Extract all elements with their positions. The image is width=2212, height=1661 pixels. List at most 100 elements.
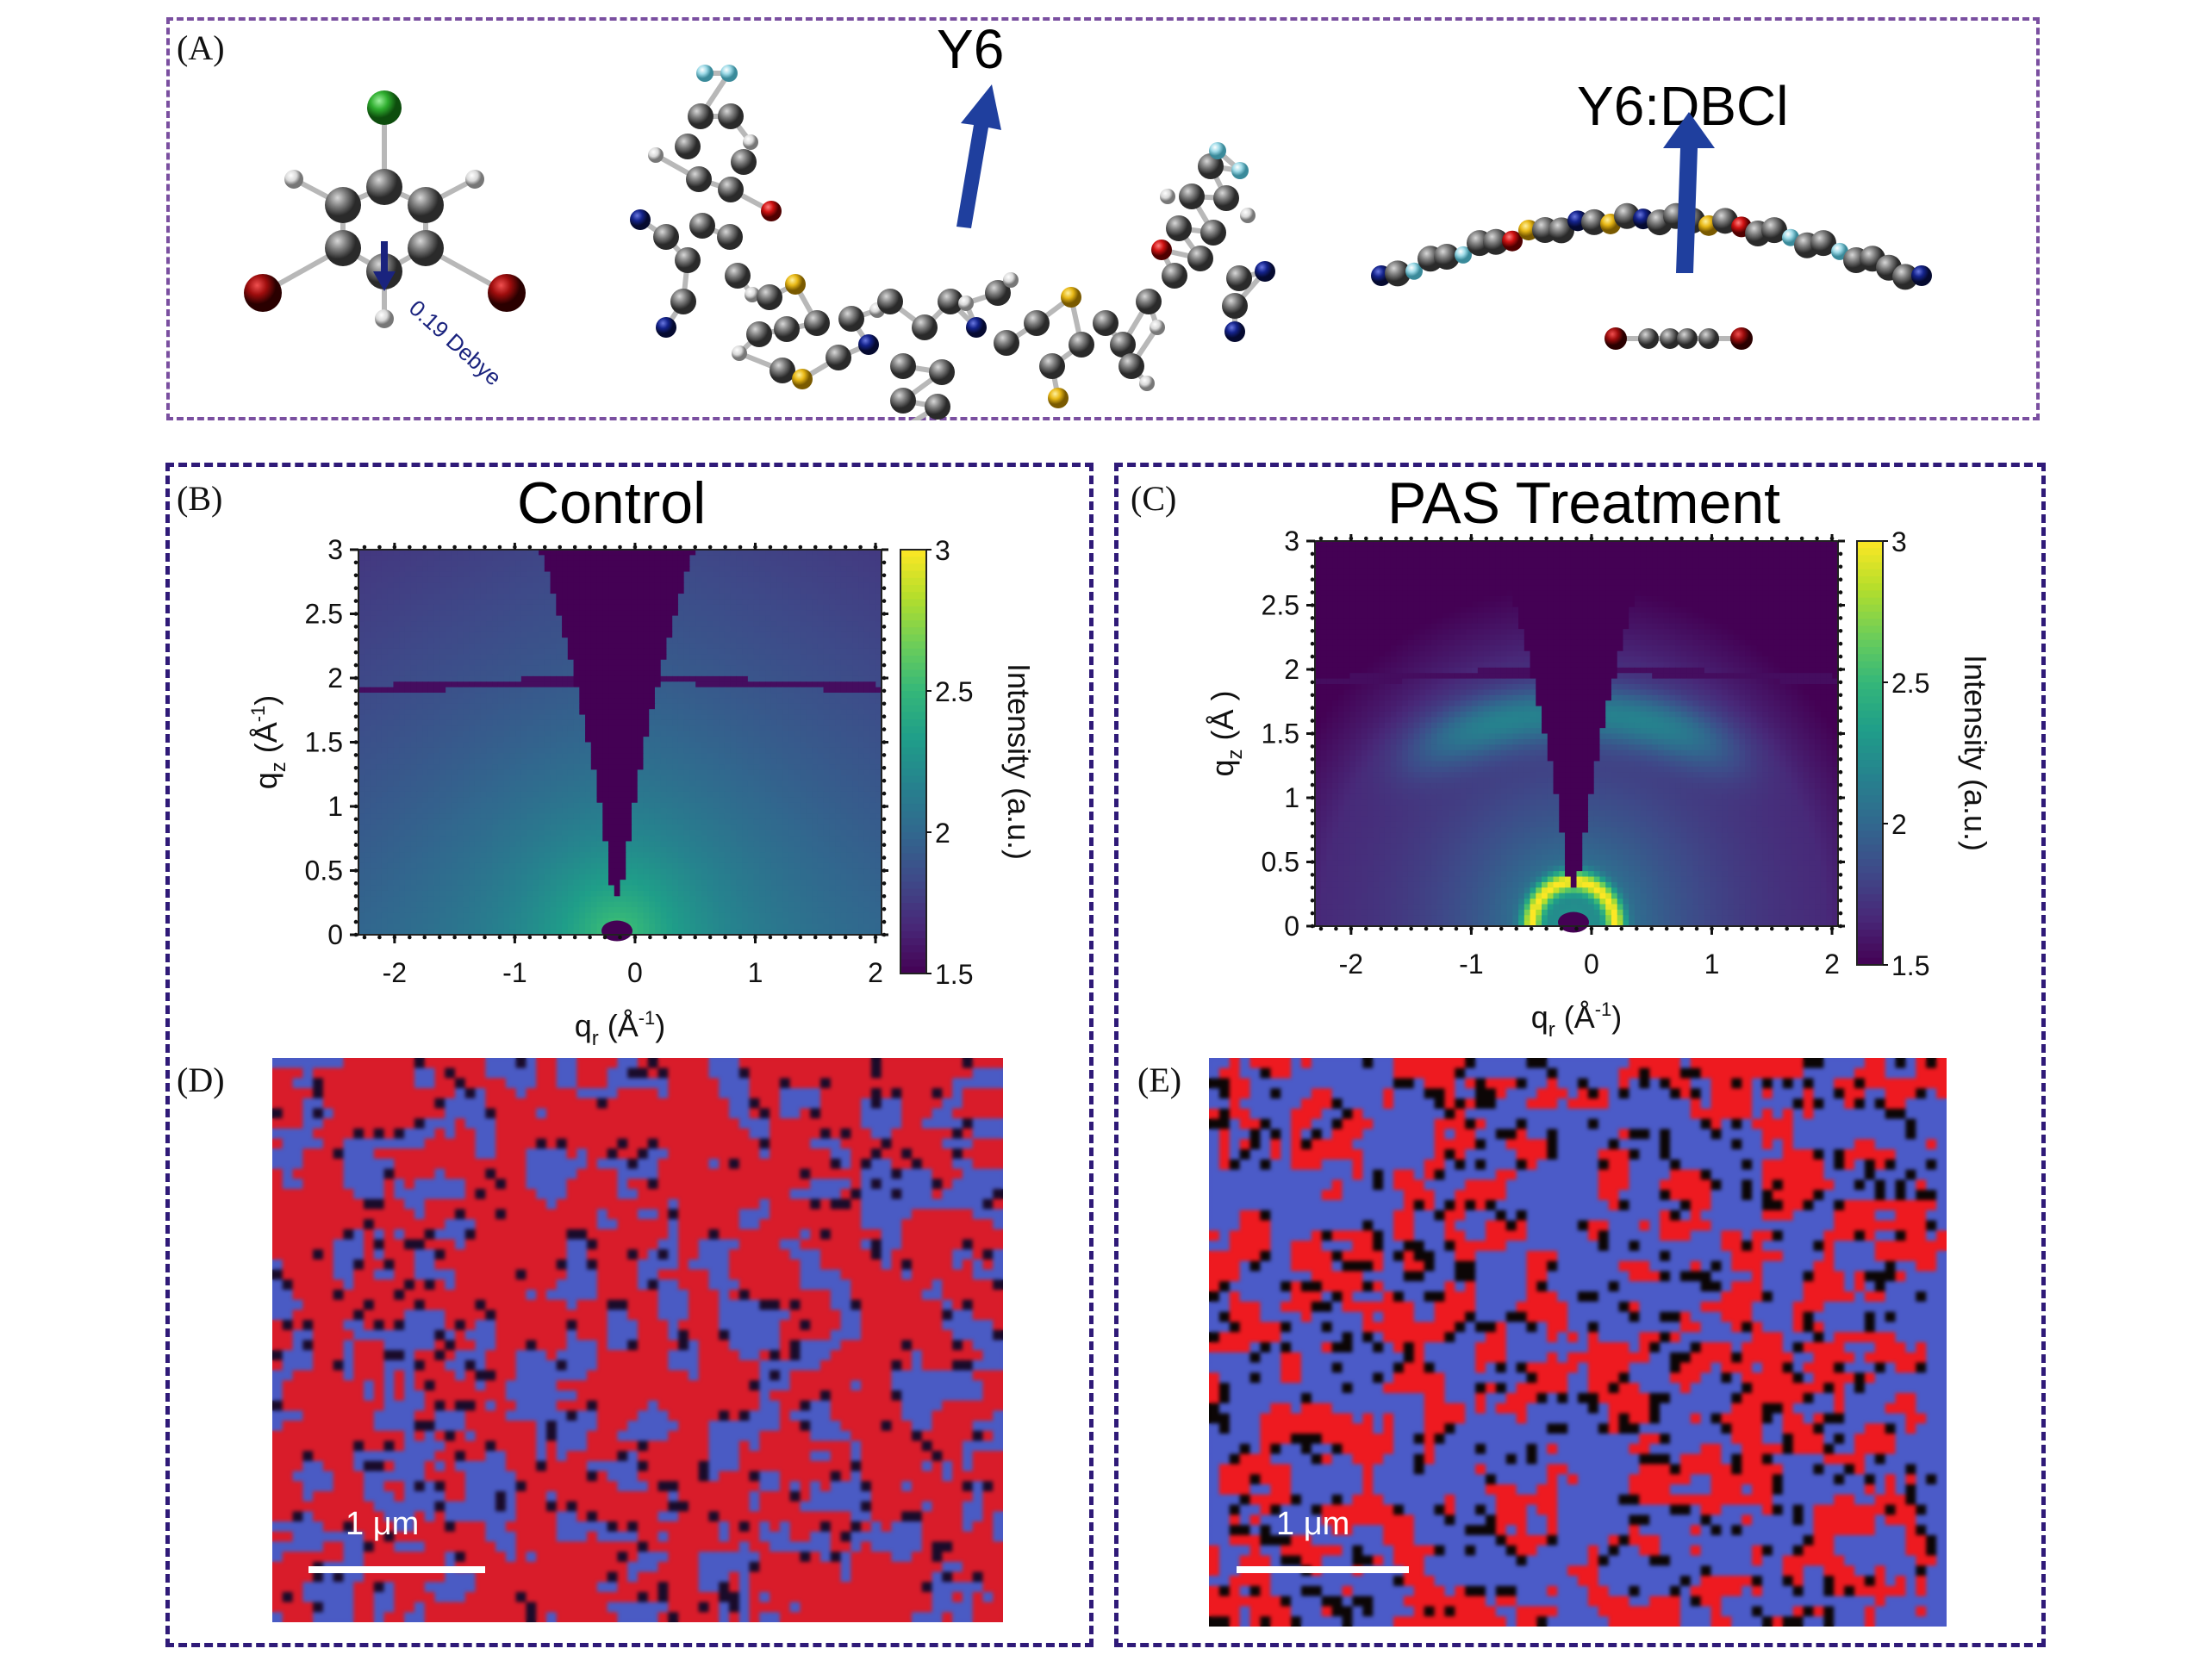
y-minor-tick xyxy=(353,714,358,719)
atom-c xyxy=(718,103,744,129)
y-minor-tick-right xyxy=(882,804,887,809)
atom-c xyxy=(746,321,772,347)
atom-br xyxy=(1730,327,1753,350)
y-minor-tick xyxy=(353,868,358,873)
y-minor-tick-right xyxy=(1838,860,1843,864)
y-minor-tick xyxy=(1310,654,1315,659)
x-minor-tick-top xyxy=(1710,536,1714,541)
atom-s xyxy=(1061,287,1081,308)
x-minor-tick-top xyxy=(677,544,682,550)
afm-ir-map-pas: 1 μm xyxy=(1209,1058,1947,1627)
y-minor-tick xyxy=(353,688,358,694)
y-minor-tick-right xyxy=(1838,924,1843,929)
y-axis-label: qz (Å-1) xyxy=(247,695,290,790)
atom-c xyxy=(890,353,916,379)
atom-c xyxy=(717,224,743,250)
y-minor-tick-right xyxy=(882,868,887,873)
atom-c xyxy=(731,149,757,175)
y-tick-label: 0.5 xyxy=(1262,847,1299,878)
atom-c xyxy=(994,330,1019,356)
y-minor-tick xyxy=(1310,731,1315,736)
y-minor-tick-right xyxy=(882,625,887,629)
y-minor-tick xyxy=(1310,693,1315,698)
atom-h xyxy=(375,309,394,328)
x-minor-tick-top xyxy=(828,544,832,550)
x-minor-tick xyxy=(1829,926,1835,931)
atom-n xyxy=(1255,261,1275,282)
x-minor-tick-top xyxy=(483,544,487,550)
x-minor-tick xyxy=(1409,926,1413,931)
x-minor-tick xyxy=(1439,926,1443,931)
atom-c xyxy=(1039,353,1065,379)
atom-o xyxy=(761,201,782,221)
atom-n xyxy=(630,209,651,230)
x-minor-tick-top xyxy=(1379,536,1384,541)
atom-h xyxy=(1139,376,1155,391)
x-minor-tick xyxy=(1664,926,1669,931)
atom-c xyxy=(1581,208,1607,235)
x-minor-tick xyxy=(738,935,743,940)
x-minor-tick-top xyxy=(707,544,713,550)
y-minor-tick-right xyxy=(1838,873,1843,877)
x-minor-tick xyxy=(1454,926,1459,931)
molecule-structures: 0.19 Debye xyxy=(244,65,1932,420)
atom-n xyxy=(1911,265,1932,286)
x-minor-tick xyxy=(558,935,563,940)
y-minor-tick-right xyxy=(1838,744,1843,749)
x-minor-tick-top xyxy=(1754,536,1760,541)
atom-c xyxy=(1434,243,1460,270)
y-minor-tick-right xyxy=(1838,603,1843,607)
x-minor-tick xyxy=(1769,926,1774,931)
x-minor-tick xyxy=(392,935,397,940)
y-minor-tick xyxy=(353,573,358,578)
x-minor-tick-top xyxy=(1799,536,1804,541)
y-tick-label: 2 xyxy=(1284,654,1299,685)
y-minor-tick xyxy=(353,675,358,681)
y-tick-label: 1 xyxy=(327,791,343,822)
afm-ir-map-control: 1 μm xyxy=(272,1058,1003,1622)
x-minor-tick-top xyxy=(1785,536,1789,541)
y-minor-tick xyxy=(353,778,358,783)
y-minor-tick-right xyxy=(882,727,887,731)
y-minor-tick-right xyxy=(882,599,887,603)
panel-b-title: Control xyxy=(517,470,707,536)
atom-c xyxy=(826,345,851,370)
y-minor-tick-right xyxy=(882,753,887,757)
atom-c xyxy=(1213,185,1239,211)
x-minor-tick xyxy=(1393,926,1399,931)
x-minor-tick xyxy=(1574,926,1579,931)
panel-a-frame xyxy=(166,17,2040,420)
y-minor-tick-right xyxy=(882,612,887,616)
x-minor-tick xyxy=(1514,926,1519,931)
atom-c xyxy=(1110,332,1136,358)
atom-f xyxy=(1231,162,1249,179)
heatmap-cells xyxy=(1315,541,1839,927)
y-minor-tick-right xyxy=(882,740,887,744)
x-tick-label: -2 xyxy=(1339,949,1363,980)
y-minor-tick xyxy=(353,560,358,565)
y-minor-tick xyxy=(353,753,358,757)
atom-c xyxy=(1226,265,1252,291)
y-tick-label: 2.5 xyxy=(305,599,343,630)
y-minor-tick-right xyxy=(1838,795,1843,800)
y6-title: Y6 xyxy=(937,18,1005,80)
x-minor-tick xyxy=(588,935,592,940)
atom-c xyxy=(1093,310,1118,336)
y-minor-tick-right xyxy=(1838,757,1843,762)
morphology-map-canvas xyxy=(272,1058,1003,1622)
x-minor-tick-top xyxy=(602,544,608,550)
x-minor-tick xyxy=(663,935,668,940)
x-minor-tick xyxy=(632,935,638,940)
atom-c xyxy=(689,213,715,239)
x-minor-tick xyxy=(753,935,757,940)
x-minor-tick-top xyxy=(618,544,622,550)
panel-c-title: PAS Treatment xyxy=(1387,470,1781,536)
y-minor-tick-right xyxy=(1838,551,1843,557)
x-minor-tick xyxy=(843,935,848,940)
y-minor-tick xyxy=(1310,847,1315,851)
x-minor-tick-top xyxy=(1829,536,1835,541)
x-minor-tick xyxy=(858,935,863,940)
x-minor-tick-top xyxy=(1514,536,1519,541)
atom-h xyxy=(648,147,664,163)
y-minor-tick-right xyxy=(1838,667,1843,672)
